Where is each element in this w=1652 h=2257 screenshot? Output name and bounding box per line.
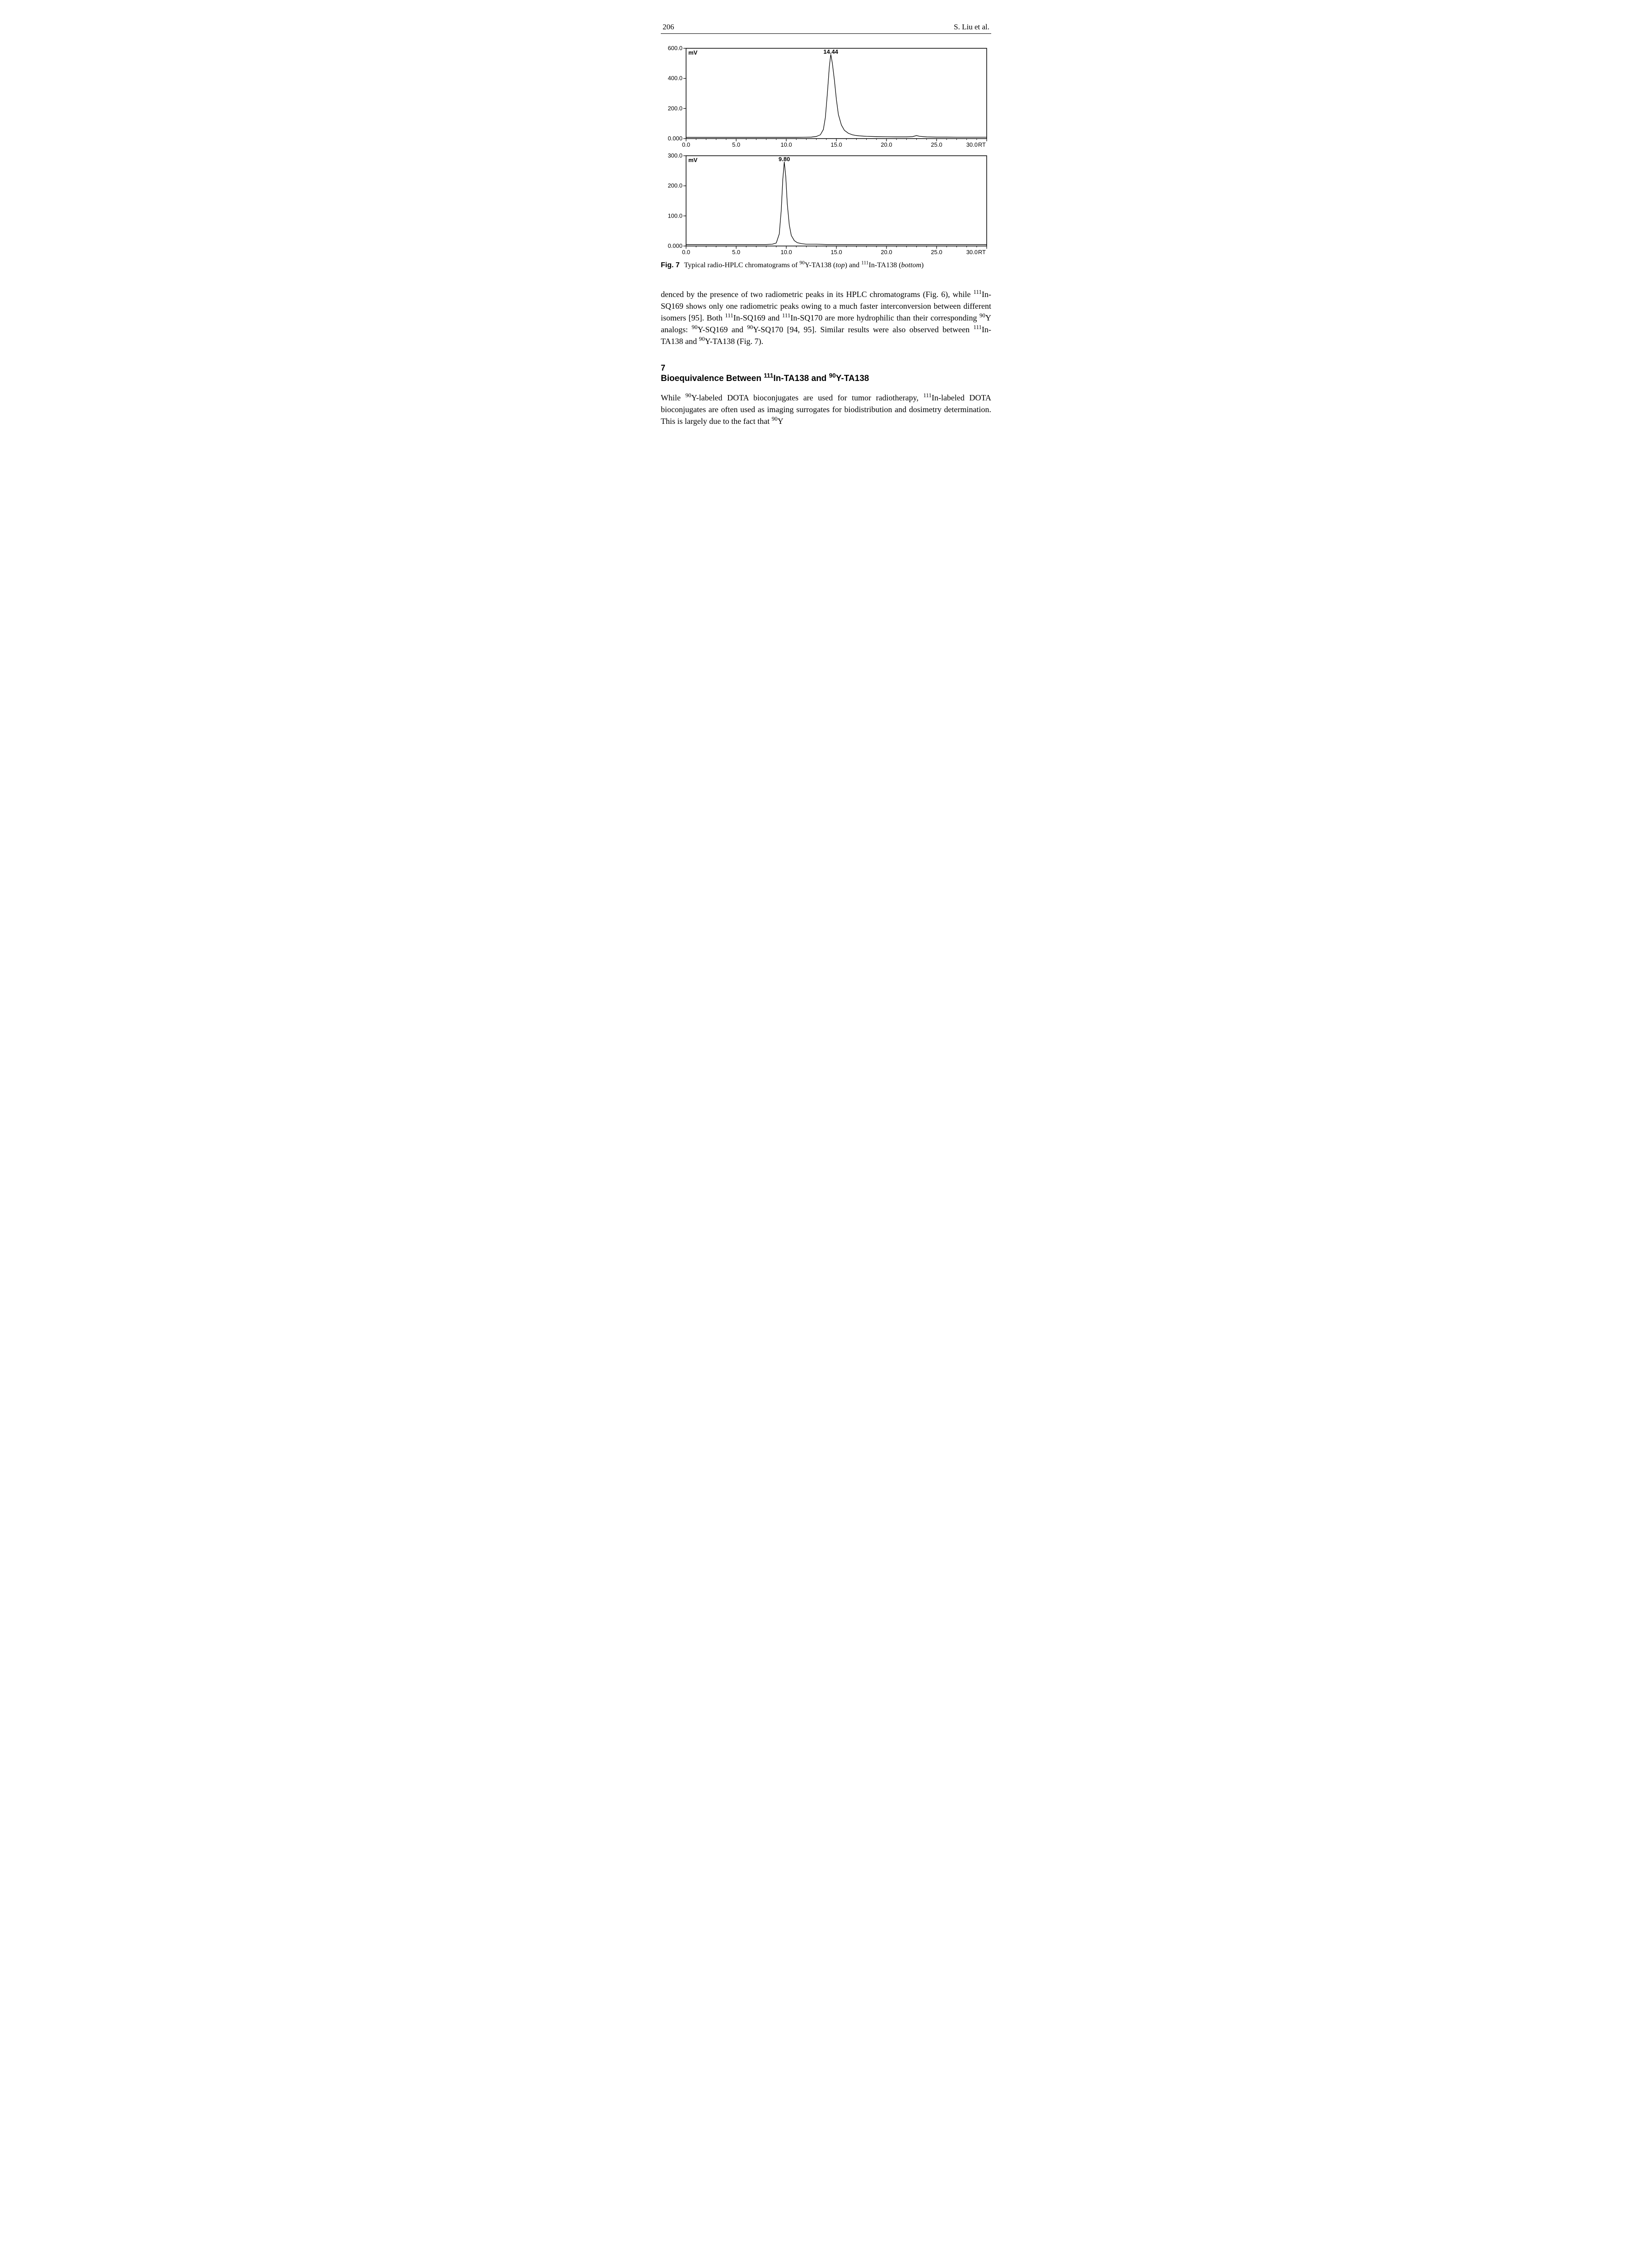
svg-text:5.0: 5.0 — [732, 141, 740, 148]
isotope-sup: 90 — [691, 324, 697, 330]
section-title: Bioequivalence Between 111In-TA138 and 9… — [661, 374, 991, 384]
figure-caption: Fig. 7 Typical radio-HPLC chromatograms … — [661, 260, 991, 270]
svg-text:RT: RT — [978, 141, 986, 148]
chromatogram-bottom-svg: 0.000 100.0 200.0 300.0 0.0 5.0 10.0 15.0 20.0 25… — [661, 152, 991, 256]
text-run: Y-labeled DOTA bioconjugates are used fo… — [691, 393, 923, 402]
svg-text:0.0: 0.0 — [682, 141, 690, 148]
section-title-text: In-TA138 and — [773, 374, 829, 383]
figure-label: Fig. 7 — [661, 261, 680, 269]
caption-sup: 111 — [861, 260, 868, 266]
text-run: Y-TA138 (Fig. 7). — [705, 337, 764, 346]
svg-text:0.000: 0.000 — [668, 135, 682, 142]
svg-text:0.000: 0.000 — [668, 242, 682, 249]
running-author: S. Liu et al. — [954, 23, 989, 32]
isotope-sup: 90 — [699, 335, 705, 342]
chromatogram-top-svg: 0.000 200.0 400.0 600.0 0.0 5.0 10.0 15.0 20.0 25… — [661, 45, 991, 149]
svg-text:600.0: 600.0 — [668, 45, 682, 51]
isotope-sup: 90 — [979, 312, 985, 319]
isotope-sup: 90 — [829, 372, 836, 379]
svg-text:20.0: 20.0 — [881, 249, 892, 255]
svg-text:RT: RT — [978, 249, 986, 255]
svg-text:200.0: 200.0 — [668, 105, 682, 111]
isotope-sup: 111 — [764, 372, 773, 379]
svg-text:mV: mV — [688, 49, 698, 56]
caption-text: Y-TA138 ( — [805, 261, 835, 269]
svg-text:10.0: 10.0 — [780, 249, 792, 255]
svg-text:15.0: 15.0 — [831, 141, 842, 148]
text-run: Y-SQ170 [94, 95]. Similar results were a… — [753, 325, 973, 334]
svg-text:10.0: 10.0 — [780, 141, 792, 148]
isotope-sup: 111 — [782, 312, 790, 319]
isotope-sup: 111 — [923, 392, 931, 399]
section-number: 7 — [661, 363, 991, 373]
text-run: In-SQ169 and — [733, 313, 782, 322]
isotope-sup: 90 — [747, 324, 753, 330]
caption-sup: 90 — [799, 260, 805, 266]
caption-italic: top — [835, 261, 845, 269]
svg-text:25.0: 25.0 — [931, 141, 942, 148]
page-number: 206 — [663, 23, 674, 32]
svg-text:300.0: 300.0 — [668, 152, 682, 159]
caption-text: ) and — [845, 261, 861, 269]
text-run: Y-SQ169 and — [697, 325, 747, 334]
running-head: 206 S. Liu et al. — [661, 23, 991, 34]
svg-text:30.0: 30.0 — [966, 141, 978, 148]
chromatogram-top: 0.000 200.0 400.0 600.0 0.0 5.0 10.0 15.0 20.0 25… — [661, 45, 991, 149]
body-paragraph-1: denced by the presence of two radiometri… — [661, 288, 991, 347]
svg-text:30.0: 30.0 — [966, 249, 978, 255]
isotope-sup: 111 — [725, 312, 733, 319]
section-title-text: Bioequivalence Between — [661, 374, 764, 383]
page: 206 S. Liu et al. 0.000200.0400.0600.00.… — [661, 0, 991, 454]
caption-text: Typical radio-HPLC chromatograms of — [684, 261, 800, 269]
isotope-sup: 111 — [974, 288, 982, 295]
svg-text:15.0: 15.0 — [831, 249, 842, 255]
svg-text:9.80: 9.80 — [779, 156, 790, 163]
text-run: In-SQ170 are more hydrophilic than their… — [790, 313, 979, 322]
svg-text:400.0: 400.0 — [668, 75, 682, 82]
svg-text:mV: mV — [688, 157, 698, 163]
svg-text:25.0: 25.0 — [931, 249, 942, 255]
text-run: Y — [778, 417, 784, 426]
isotope-sup: 90 — [686, 392, 691, 399]
svg-text:200.0: 200.0 — [668, 182, 682, 189]
svg-text:14.44: 14.44 — [823, 48, 838, 55]
svg-text:20.0: 20.0 — [881, 141, 892, 148]
caption-text: ) — [921, 261, 923, 269]
isotope-sup: 90 — [772, 415, 778, 422]
body-paragraph-2: While 90Y-labeled DOTA bioconjugates are… — [661, 392, 991, 427]
caption-text: In-TA138 ( — [869, 261, 901, 269]
svg-text:100.0: 100.0 — [668, 212, 682, 219]
chromatogram-bottom: 0.000 100.0 200.0 300.0 0.0 5.0 10.0 15.0 20.0 25… — [661, 152, 991, 256]
caption-italic: bottom — [901, 261, 921, 269]
svg-text:0.0: 0.0 — [682, 249, 690, 255]
section-title-text: Y-TA138 — [836, 374, 869, 383]
isotope-sup: 111 — [974, 324, 982, 330]
text-run: While — [661, 393, 686, 402]
text-run: denced by the presence of two radiometri… — [661, 290, 974, 299]
svg-text:5.0: 5.0 — [732, 249, 740, 255]
